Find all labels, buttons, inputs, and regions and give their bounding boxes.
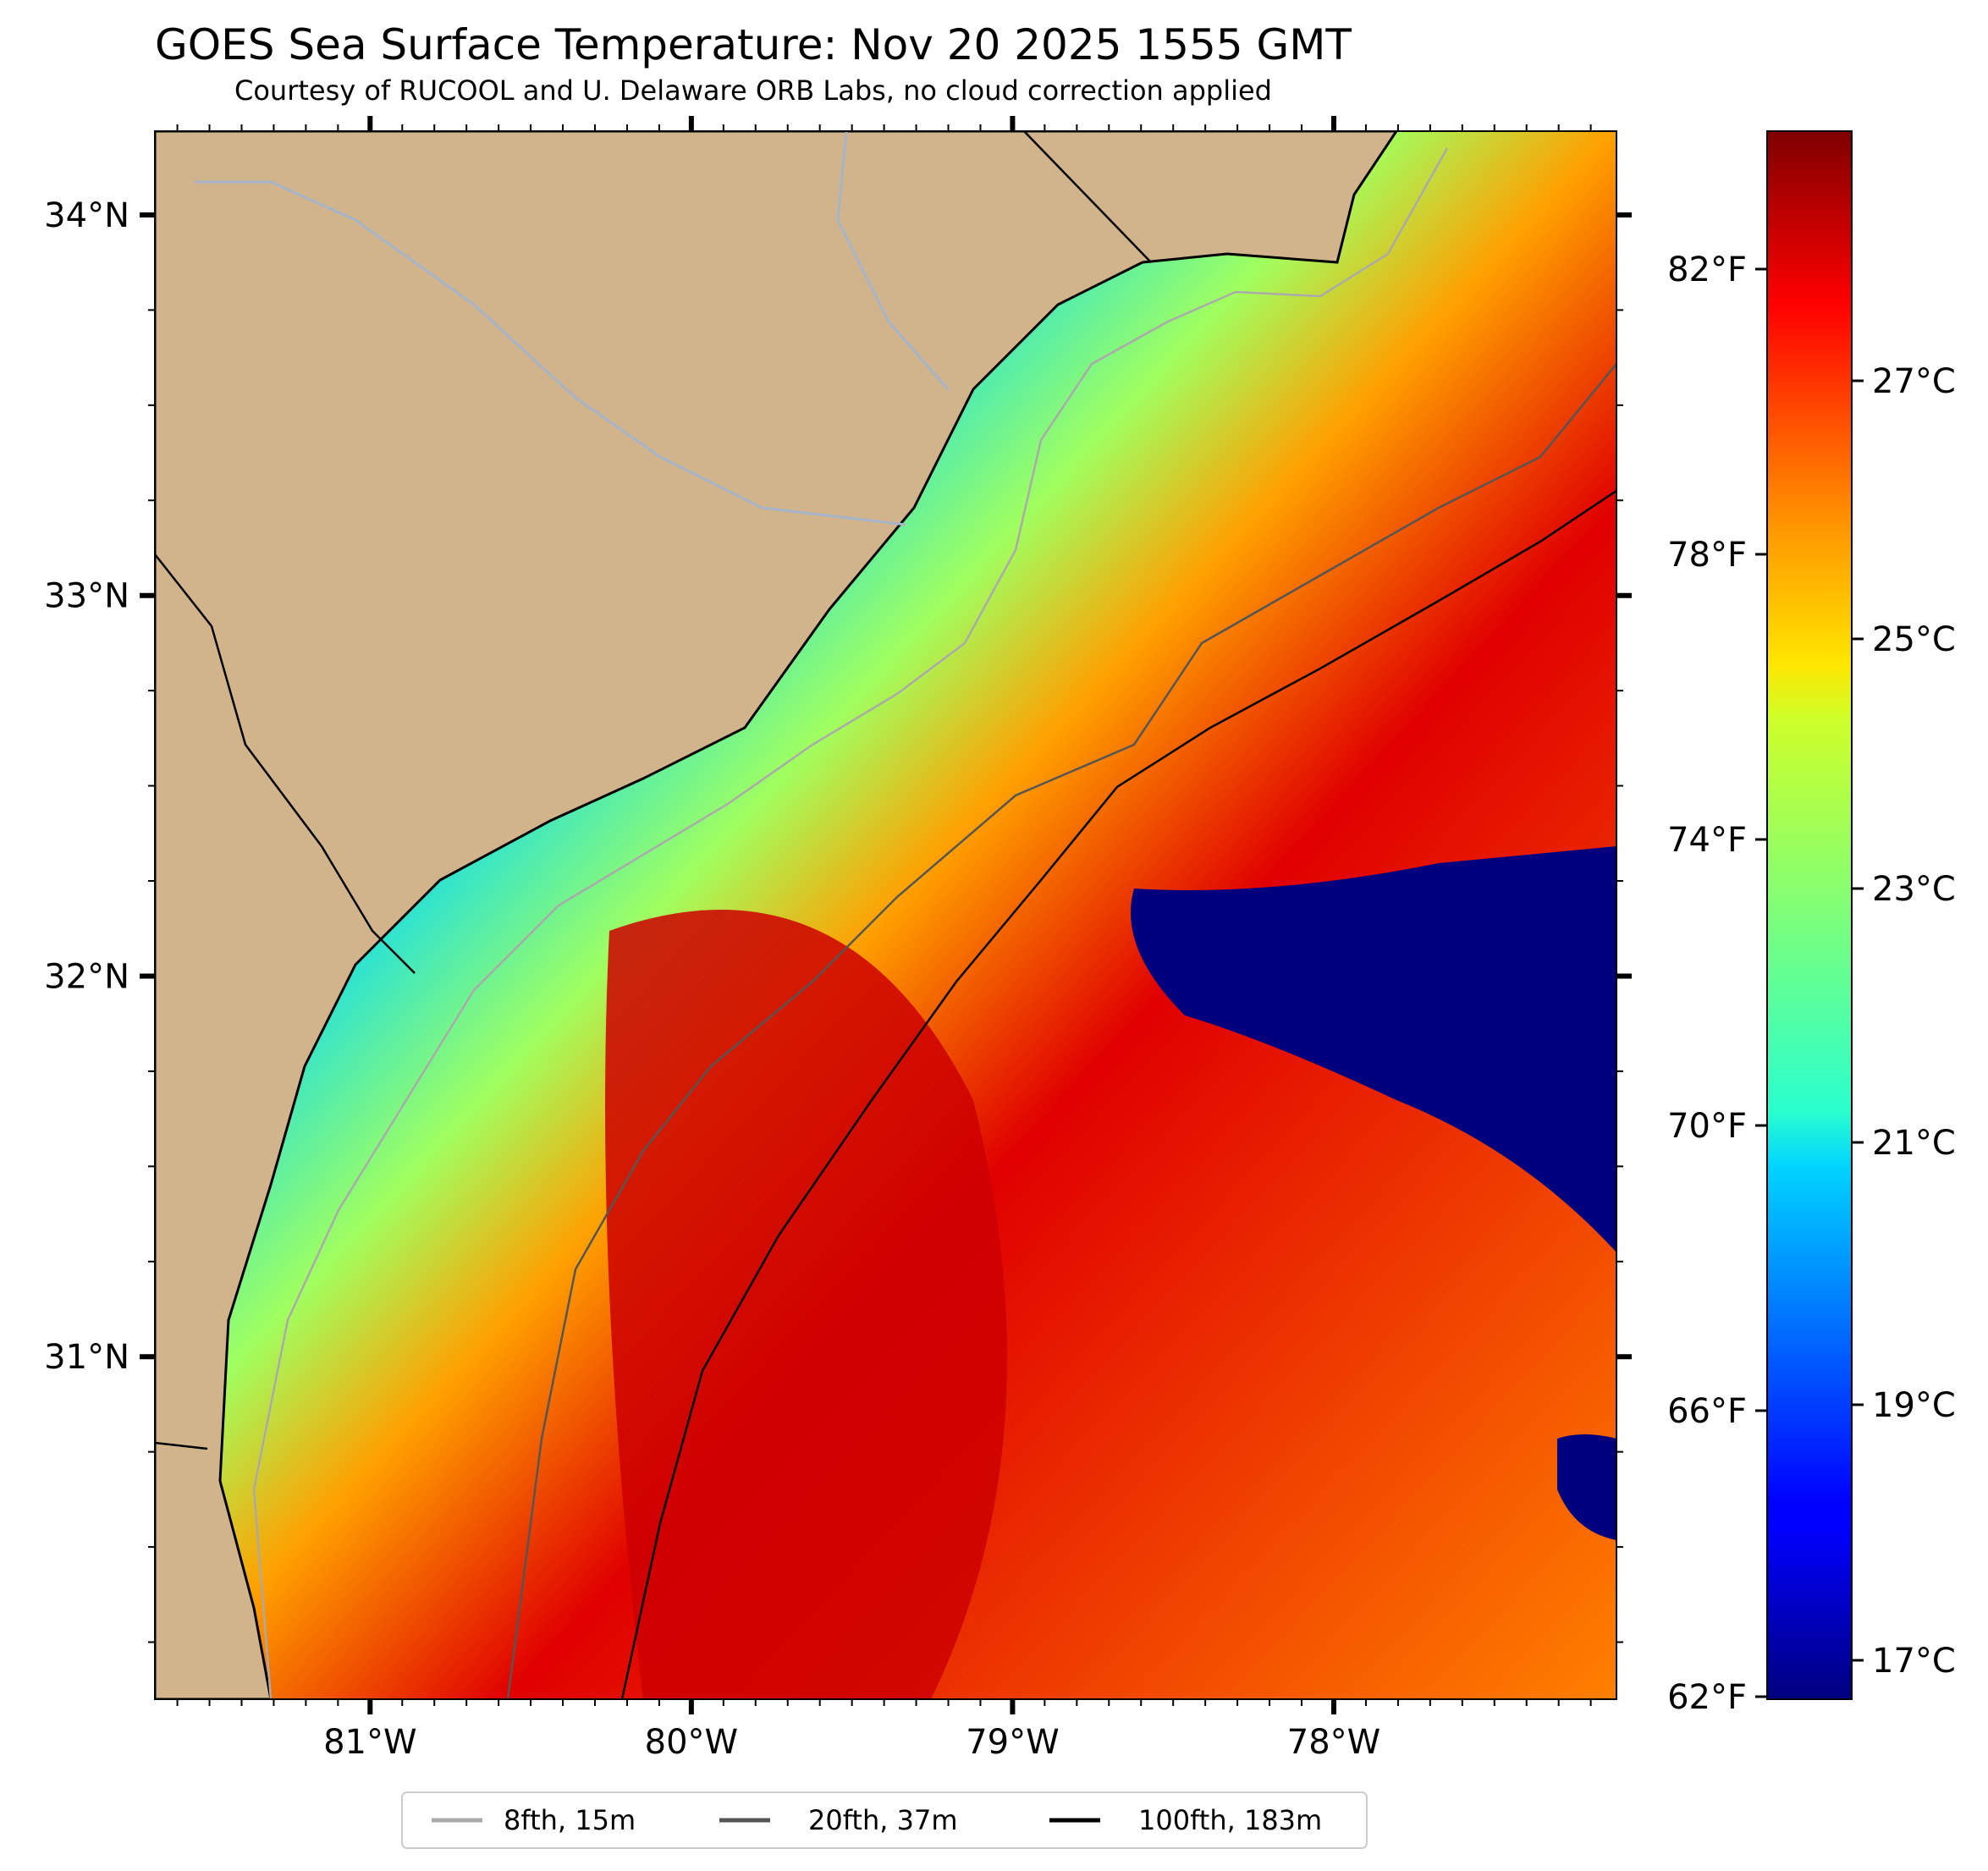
- map-area: [155, 131, 1616, 1699]
- fahrenheit-tick-label: 74°F: [1667, 821, 1747, 860]
- colorbar: [1766, 130, 1853, 1700]
- cold-water-patch: [1131, 846, 1616, 1252]
- lon-tick-label: 81°W: [323, 1723, 416, 1762]
- state-border: [155, 1441, 208, 1450]
- lon-tick-label: 80°W: [645, 1723, 738, 1762]
- state-border: [1023, 131, 1152, 263]
- map-title: GOES Sea Surface Temperature: Nov 20 202…: [155, 20, 1352, 69]
- axis-ticks: 81°W 80°W 79°W 78°W 34°N 33°N 32°N 31°N: [44, 116, 1632, 1762]
- isobath-20fth: [506, 363, 1616, 1699]
- fahrenheit-tick-label: 82°F: [1667, 250, 1747, 289]
- legend-label-8fth: 8fth, 15m: [504, 1804, 636, 1836]
- fahrenheit-tick-label: 78°F: [1667, 536, 1747, 575]
- fahrenheit-tick-label: 62°F: [1667, 1678, 1747, 1717]
- cold-water-patch-south: [1557, 1434, 1616, 1540]
- legend-label-20fth: 20fth, 37m: [808, 1804, 957, 1836]
- isobath-8fth: [252, 147, 1449, 1699]
- lon-tick-label: 78°W: [1287, 1723, 1380, 1762]
- fahrenheit-tick-label: 70°F: [1667, 1107, 1747, 1146]
- celsius-tick-label: 17°C: [1872, 1642, 1956, 1681]
- gulf-stream-core: [605, 910, 1007, 1699]
- legend: 8fth, 15m 20fth, 37m 100fth, 183m: [401, 1791, 1368, 1849]
- land: [155, 131, 1398, 1699]
- celsius-tick-label: 25°C: [1872, 620, 1956, 659]
- lat-tick-label: 33°N: [44, 577, 129, 616]
- celsius-tick-label: 27°C: [1872, 362, 1956, 401]
- river: [195, 180, 906, 526]
- legend-box: [401, 1791, 1368, 1849]
- river: [836, 131, 950, 390]
- state-border: [155, 553, 416, 974]
- lat-tick-label: 34°N: [44, 196, 129, 235]
- map-frame: [154, 130, 1617, 1700]
- lon-tick-label: 79°W: [966, 1723, 1059, 1762]
- lat-tick-label: 31°N: [44, 1338, 129, 1377]
- colorbar-ticks: 27°C 25°C 23°C 21°C 19°C 17°C 82°F 78°F 74°F 70°F…: [1667, 250, 1956, 1717]
- isobath-100fth: [620, 489, 1616, 1699]
- map-subtitle: Courtesy of RUCOOL and U. Delaware ORB L…: [234, 74, 1272, 107]
- celsius-tick-label: 23°C: [1872, 870, 1956, 909]
- celsius-tick-label: 19°C: [1872, 1386, 1956, 1425]
- fahrenheit-tick-label: 66°F: [1667, 1392, 1747, 1431]
- legend-label-100fth: 100fth, 183m: [1138, 1804, 1322, 1836]
- lat-tick-label: 32°N: [44, 957, 129, 996]
- celsius-tick-label: 21°C: [1872, 1124, 1956, 1163]
